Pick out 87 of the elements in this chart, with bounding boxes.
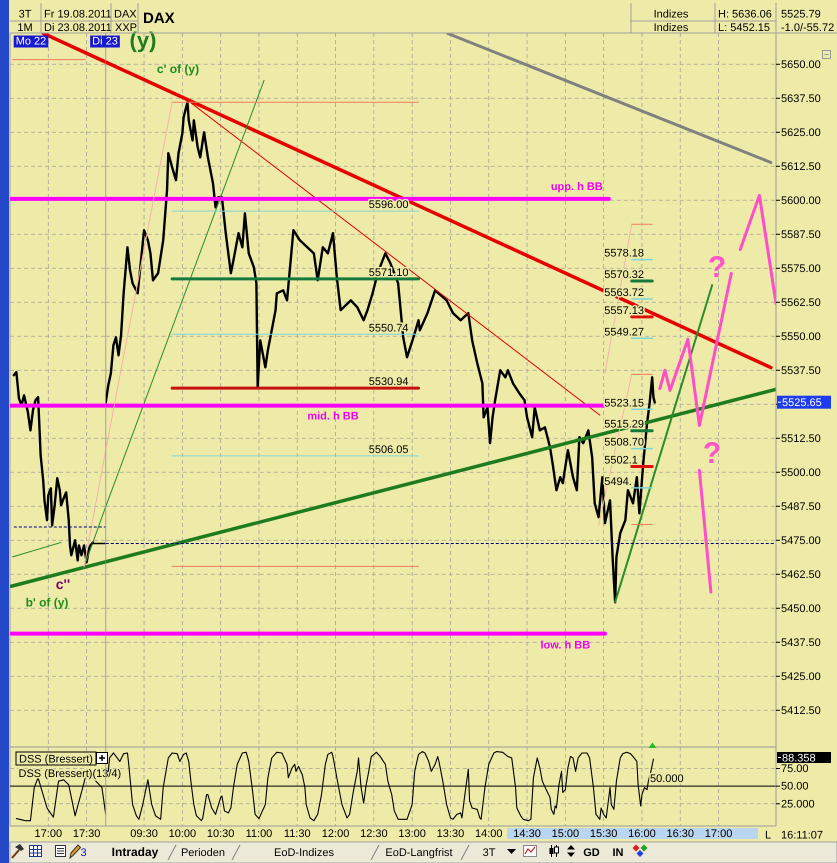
text: -1.0/-55.72 [781,22,834,34]
annotation: 5530.94 [368,376,409,388]
y-tick-label: 5550.00 [781,330,821,343]
text: DSS (Bressert) [19,754,93,766]
ref-line-label: 50.000 [650,773,684,786]
text: Intraday [112,845,159,859]
x-tick-label: 10:30 [206,828,234,840]
annotation: Di 23 [92,36,118,48]
x-tick-label: 15:00 [552,828,580,840]
y-tick-label: 5625.00 [781,126,821,139]
y-tick-label: 5487.50 [781,500,821,513]
text: 5525.65 [782,397,822,410]
y-tick-label: 5537.50 [781,364,821,377]
x-tick-label: 14:00 [474,828,503,840]
text: DAX [114,8,138,20]
y-tick-label: 5475.00 [781,534,821,547]
annotation: b' of (y) [26,596,68,610]
annotation: 5523.15 [604,397,644,410]
text: Perioden [180,847,226,859]
x-tick-label: 09:30 [130,828,158,840]
annotation: L: 5452.15 [718,22,770,34]
text: 5525.79 [781,8,821,20]
annotation: 5570.32 [604,269,644,282]
text: 3 [80,847,87,859]
x-tick-label: 11:30 [284,828,311,840]
y-tick-label: 5500.00 [781,466,821,479]
annotation: 5506.05 [368,444,409,456]
annotation: low. h BB [540,640,590,652]
text: 88.358 [782,752,816,764]
x-tick-label: 13:00 [398,828,426,840]
text: Fr 19.08.2011 [44,8,112,20]
chart-title: DAX [143,10,175,27]
annotation: 5557.13 [604,304,644,317]
y-tick-label: 25.000 [781,798,815,810]
y-tick-label: 5575.00 [781,262,821,275]
text: EoD-Indizes [274,847,334,859]
text: EoD-Langfrist [385,847,453,859]
annotation: c'' [56,576,70,592]
x-tick-label: 15:30 [590,828,618,840]
text: H: 5636.06 [718,8,772,20]
text: GD [583,847,600,859]
text: Indizes [654,8,689,20]
x-tick-label: 13:30 [436,828,464,840]
x-tick-label: 16:30 [666,828,694,840]
x-tick-label: 17:00 [704,828,732,840]
x-tick-label: 11:00 [246,828,272,840]
annotation: ? [708,251,726,284]
annotation: mid. h BB [307,410,359,423]
x-tick-label: 14:30 [513,828,541,840]
annotation: 5502.1 [604,454,638,467]
y-tick-label: 5512.50 [781,432,821,445]
x-tick-label: 12:00 [322,828,350,840]
y-tick-label: 5462.50 [781,568,821,581]
annotation: 5508.70 [604,436,644,449]
annotation: 5578.18 [604,248,644,260]
y-tick-label: 5650.00 [781,58,821,71]
text: 3T [18,8,32,20]
y-tick-label: 5600.00 [781,194,821,207]
y-tick-label: 5612.50 [781,160,821,173]
x-tick-label: 17:30 [72,828,100,840]
annotation: Di 23.08.2011 [44,22,112,34]
y-tick-label: 5412.50 [781,704,821,717]
y-tick-label: 50.00 [781,780,809,793]
annotation: Indizes [654,22,689,34]
y-tick-label: 5562.50 [781,296,821,309]
text: 3T [482,847,496,859]
annotation: 5494. [604,476,632,488]
y-tick-label: 5425.00 [781,670,821,683]
y-tick-label: 5437.50 [781,636,821,649]
annotation: 5549.27 [604,326,644,338]
annotation: 1M [17,22,33,34]
annotation: c' of (y) [156,62,200,76]
y-tick-label: 5587.50 [781,228,821,241]
x-tick-label: 16:00 [628,828,656,840]
y-tick-label: 5637.50 [781,92,821,105]
y-tick-label: 75.00 [781,763,809,776]
annotation: 5596.00 [368,199,409,212]
annotation: upp. h BB [550,180,603,193]
text: 16:11:07 [781,830,824,842]
text: IN [612,847,624,859]
annotation: Mo 22 [16,36,46,48]
y-tick-label: 5450.00 [781,602,821,615]
text: L [764,830,772,842]
x-tick-label: 17:00 [34,828,62,840]
annotation: ? [702,437,722,470]
x-tick-label: 12:30 [360,828,388,840]
x-tick-label: 10:00 [168,828,196,840]
